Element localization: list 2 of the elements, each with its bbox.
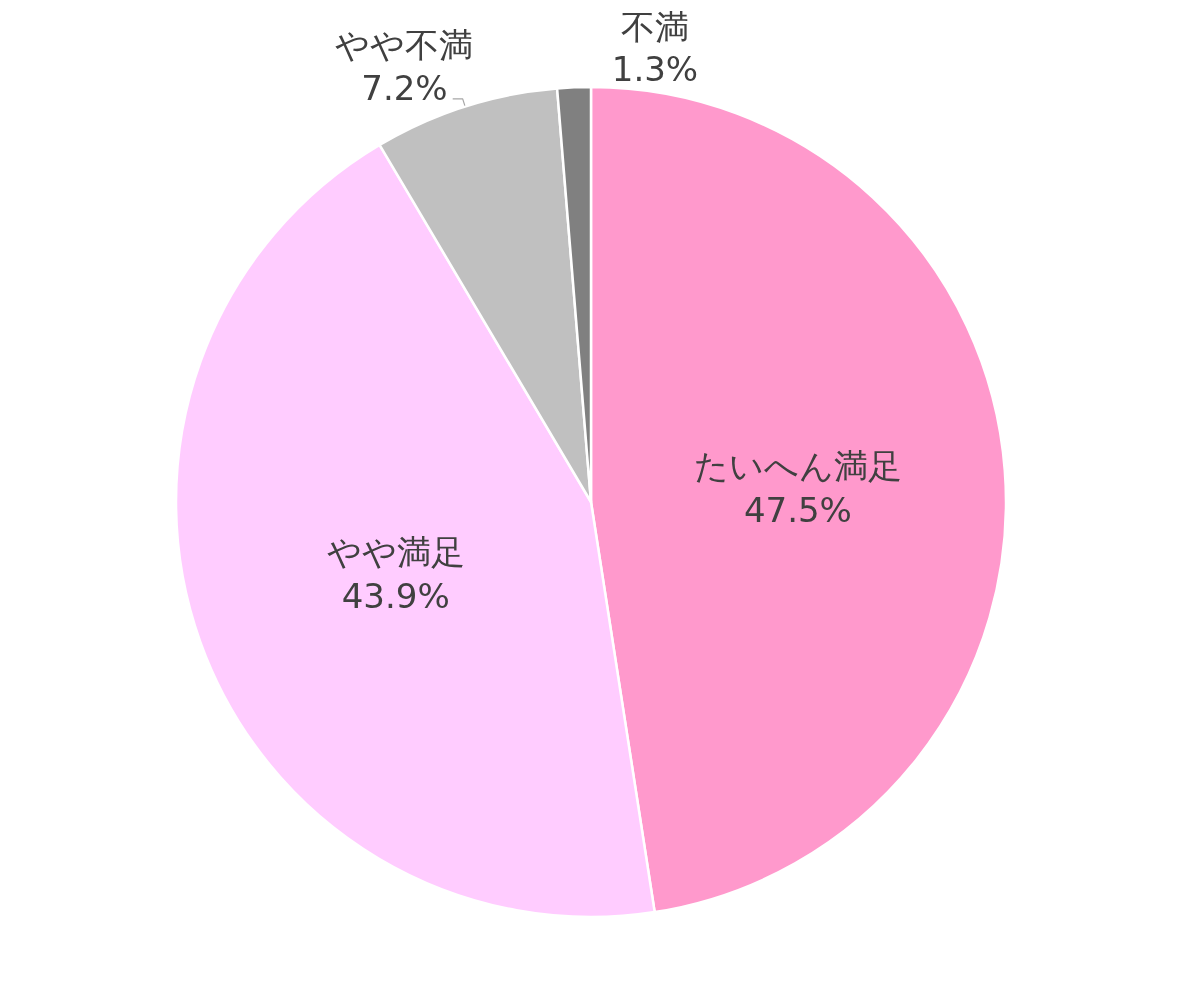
slice-label: やや不満 xyxy=(335,25,474,66)
data-label: 7.2% xyxy=(361,67,448,108)
